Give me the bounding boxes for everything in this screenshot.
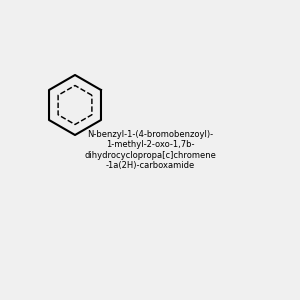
Text: N-benzyl-1-(4-bromobenzoyl)-
1-methyl-2-oxo-1,7b-
dihydrocyclopropa[c]chromene
-: N-benzyl-1-(4-bromobenzoyl)- 1-methyl-2-… [84, 130, 216, 170]
